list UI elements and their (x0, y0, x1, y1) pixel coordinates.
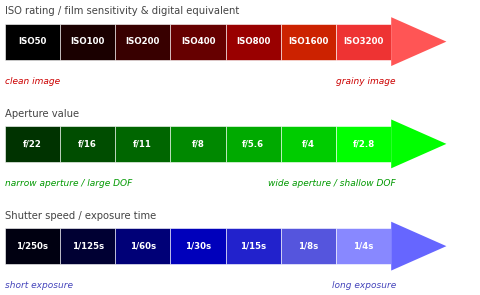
Bar (336, 24, 391, 60)
Bar (115, 228, 170, 264)
Bar (60, 24, 115, 60)
Bar (170, 228, 226, 264)
Text: ISO100: ISO100 (71, 37, 105, 46)
Bar (5, 126, 60, 162)
Text: f/16: f/16 (78, 139, 97, 148)
Text: f/11: f/11 (133, 139, 152, 148)
Text: ISO800: ISO800 (236, 37, 270, 46)
Text: 1/125s: 1/125s (72, 242, 104, 251)
Bar (5, 228, 60, 264)
Text: ISO rating / film sensitivity & digital equivalent: ISO rating / film sensitivity & digital … (5, 6, 239, 16)
Bar (336, 126, 391, 162)
Text: clean image: clean image (5, 77, 60, 86)
Bar (281, 126, 336, 162)
Text: 1/60s: 1/60s (130, 242, 156, 251)
Text: f/22: f/22 (23, 139, 42, 148)
Text: ISO200: ISO200 (126, 37, 160, 46)
Bar (115, 24, 170, 60)
Bar (115, 126, 170, 162)
Text: ISO1600: ISO1600 (288, 37, 329, 46)
Polygon shape (391, 119, 446, 168)
Text: ISO50: ISO50 (18, 37, 47, 46)
Text: Aperture value: Aperture value (5, 109, 79, 119)
Text: 1/8s: 1/8s (298, 242, 319, 251)
Text: f/4: f/4 (302, 139, 315, 148)
Text: wide aperture / shallow DOF: wide aperture / shallow DOF (268, 179, 396, 188)
Text: long exposure: long exposure (332, 281, 396, 291)
Text: Shutter speed / exposure time: Shutter speed / exposure time (5, 211, 156, 221)
Bar (5, 24, 60, 60)
Bar (281, 24, 336, 60)
Text: short exposure: short exposure (5, 281, 73, 291)
Bar (170, 126, 226, 162)
Bar (170, 24, 226, 60)
Bar (226, 24, 281, 60)
Bar (60, 228, 115, 264)
Bar (60, 126, 115, 162)
Text: ISO3200: ISO3200 (343, 37, 384, 46)
Bar (281, 228, 336, 264)
Text: f/8: f/8 (192, 139, 204, 148)
Text: f/2.8: f/2.8 (352, 139, 375, 148)
Bar (226, 228, 281, 264)
Text: 1/4s: 1/4s (353, 242, 374, 251)
Text: 1/30s: 1/30s (185, 242, 211, 251)
Text: f/5.6: f/5.6 (242, 139, 264, 148)
Text: grainy image: grainy image (336, 77, 396, 86)
Bar (336, 228, 391, 264)
Polygon shape (391, 17, 446, 66)
Text: 1/250s: 1/250s (16, 242, 48, 251)
Text: 1/15s: 1/15s (240, 242, 266, 251)
Bar (226, 126, 281, 162)
Polygon shape (391, 222, 446, 271)
Text: ISO400: ISO400 (181, 37, 215, 46)
Text: narrow aperture / large DOF: narrow aperture / large DOF (5, 179, 132, 188)
